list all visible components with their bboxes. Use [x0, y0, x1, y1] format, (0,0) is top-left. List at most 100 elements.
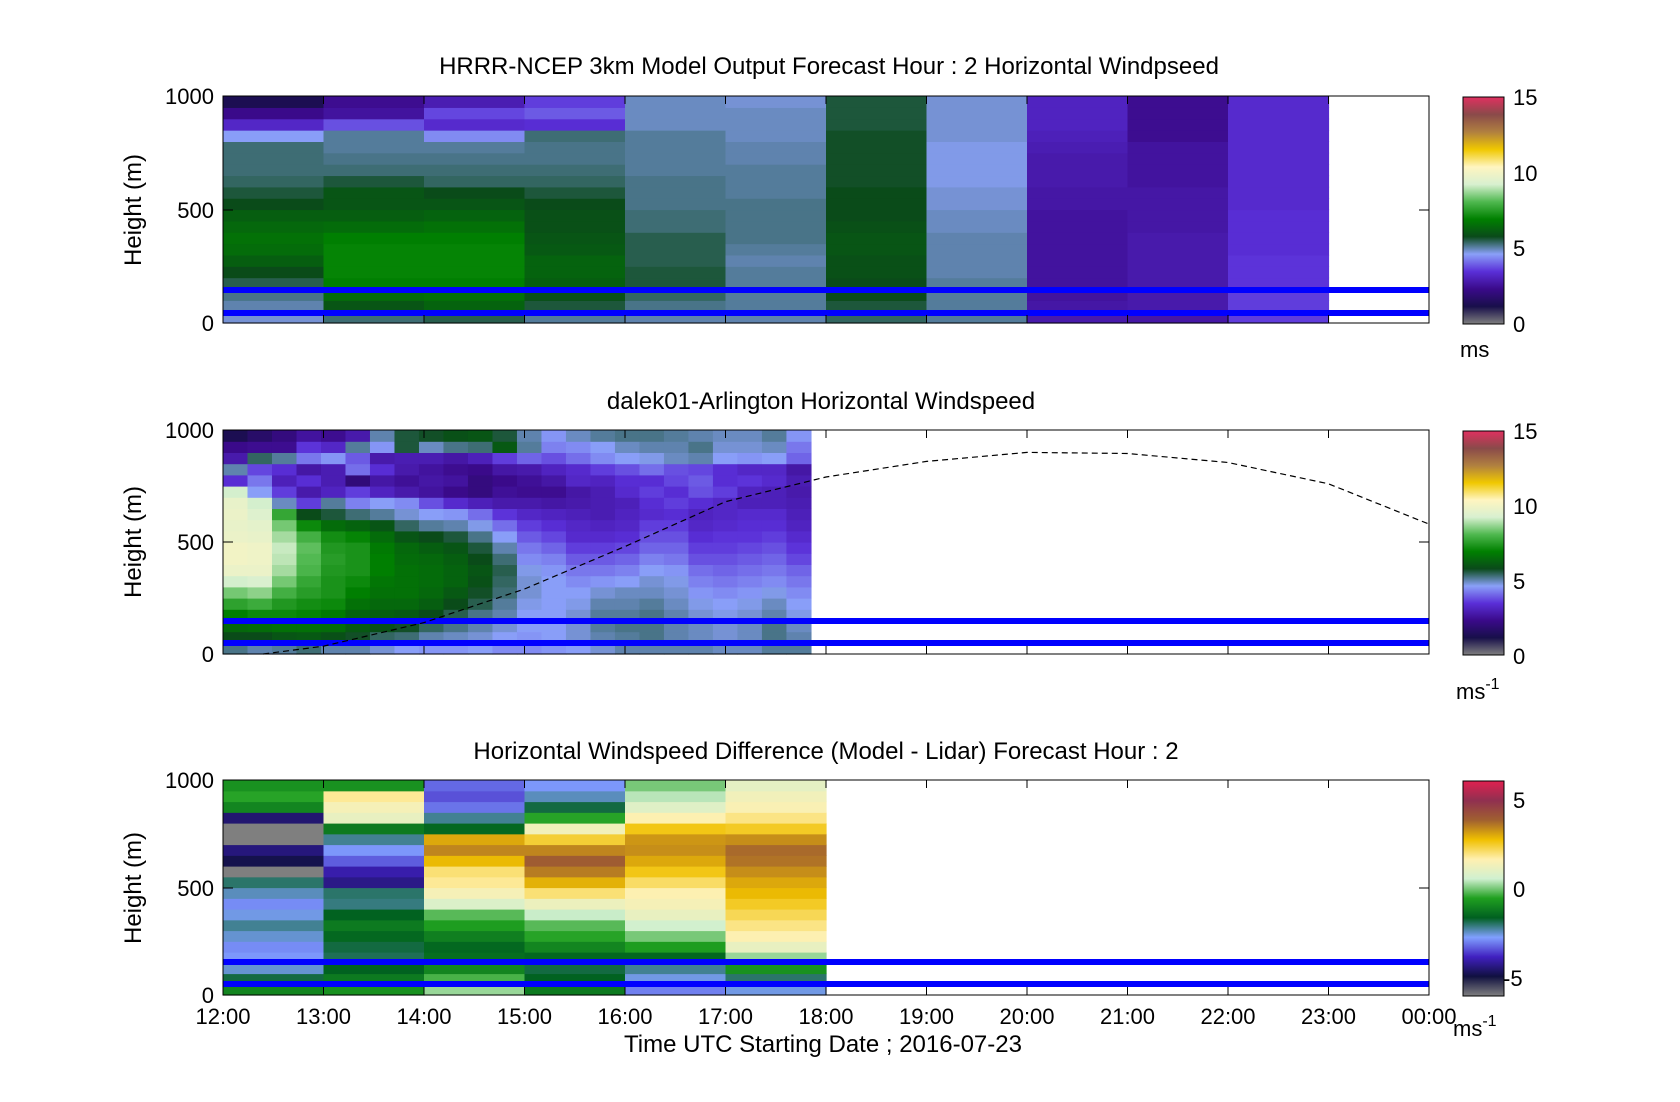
heatmap-cell — [418, 631, 445, 644]
heatmap-cell — [712, 452, 739, 465]
heatmap-cell — [663, 530, 690, 543]
heatmap-cell — [524, 198, 626, 211]
heatmap-cell — [663, 631, 690, 644]
heatmap-cell — [614, 441, 641, 453]
heatmap-cell — [296, 609, 322, 621]
heatmap-cell — [1228, 107, 1330, 120]
heatmap-cell — [663, 452, 690, 465]
difference-colorbar-unit: ms-1 — [1453, 1013, 1497, 1041]
lidar-y-tick-0: 0 — [202, 642, 214, 667]
heatmap-cell — [725, 277, 827, 290]
heatmap-cell — [926, 300, 1028, 313]
heatmap-cell — [323, 232, 425, 245]
heatmap-cell — [424, 175, 526, 188]
heatmap-cell — [296, 620, 322, 633]
heatmap-cell — [467, 474, 494, 487]
heatmap-cell — [524, 887, 626, 899]
heatmap-cell — [614, 609, 641, 621]
model-colorbar-tick-15: 15 — [1513, 85, 1537, 110]
heatmap-cell — [418, 586, 445, 599]
heatmap-cell — [467, 441, 494, 453]
heatmap-cell — [712, 609, 739, 621]
heatmap-cell — [516, 508, 543, 521]
heatmap-cell — [492, 530, 518, 543]
heatmap-cell — [223, 973, 325, 985]
heatmap-cell — [296, 463, 322, 476]
heatmap-cell — [926, 175, 1028, 188]
heatmap-cell — [223, 243, 325, 256]
heatmap-cell — [492, 430, 518, 442]
x-tick-label: 12:00 — [195, 1004, 250, 1029]
heatmap-cell — [345, 631, 371, 644]
heatmap-cell — [625, 898, 727, 910]
heatmap-cell — [926, 311, 1028, 324]
heatmap-cell — [786, 430, 812, 442]
heatmap-cell — [590, 430, 616, 442]
model-y-tick-0: 0 — [202, 311, 214, 336]
heatmap-cell — [1228, 277, 1330, 290]
heatmap-cell — [1027, 164, 1129, 177]
heatmap-cell — [663, 542, 690, 554]
heatmap-cell — [712, 463, 739, 476]
heatmap-cell — [541, 519, 567, 532]
heatmap-cell — [369, 553, 396, 565]
heatmap-cell — [320, 441, 347, 453]
heatmap-cell — [590, 452, 616, 465]
heatmap-cell — [786, 497, 812, 509]
heatmap-cell — [565, 609, 592, 621]
heatmap-cell — [467, 519, 494, 532]
heatmap-cell — [761, 441, 788, 453]
heatmap-cell — [663, 575, 690, 588]
heatmap-cell — [424, 96, 526, 108]
lidar-colorbar-unit-base: ms — [1456, 679, 1485, 704]
heatmap-cell — [247, 575, 273, 588]
heatmap-cell — [524, 780, 626, 792]
heatmap-cell — [323, 152, 425, 165]
heatmap-cell — [826, 220, 928, 233]
lidar-dashed-curve — [263, 451, 1430, 655]
heatmap-cell — [345, 508, 371, 521]
x-tick-label: 13:00 — [296, 1004, 351, 1029]
heatmap-cell — [345, 497, 371, 509]
heatmap-cell — [345, 519, 371, 532]
heatmap-cell — [516, 564, 543, 577]
heatmap-cell — [223, 609, 249, 621]
heatmap-cell — [688, 474, 714, 487]
heatmap-cell — [725, 866, 827, 878]
heatmap-cell — [614, 452, 641, 465]
x-tick-label: 20:00 — [999, 1004, 1054, 1029]
heatmap-cell — [467, 463, 494, 476]
heatmap-cell — [443, 441, 469, 453]
heatmap-cell — [418, 609, 445, 621]
difference-y-tick-1000: 1000 — [165, 768, 214, 793]
heatmap-cell — [524, 254, 626, 267]
heatmap-cell — [516, 631, 543, 644]
heatmap-cell — [369, 609, 396, 621]
heatmap-cell — [1127, 220, 1229, 233]
heatmap-cell — [565, 463, 592, 476]
heatmap-cell — [524, 186, 626, 199]
heatmap-cell — [516, 586, 543, 599]
heatmap-cell — [565, 553, 592, 565]
heatmap-cell — [320, 575, 347, 588]
heatmap-cell — [424, 152, 526, 165]
heatmap-cell — [524, 209, 626, 222]
heatmap-cell — [688, 486, 714, 498]
heatmap-cell — [467, 564, 494, 577]
heatmap-cell — [565, 642, 592, 655]
heatmap-cell — [296, 564, 322, 577]
heatmap-cell — [492, 474, 518, 487]
heatmap-cell — [725, 898, 827, 910]
x-tick-label: 18:00 — [798, 1004, 853, 1029]
heatmap-cell — [369, 564, 396, 577]
heatmap-cell — [725, 141, 827, 154]
heatmap-cell — [1027, 288, 1129, 301]
heatmap-cell — [625, 823, 727, 835]
heatmap-cell — [639, 530, 665, 543]
heatmap-cell — [424, 130, 526, 142]
heatmap-cell — [345, 542, 371, 554]
heatmap-cell — [761, 553, 788, 565]
heatmap-cell — [443, 542, 469, 554]
heatmap-cell — [247, 586, 273, 599]
heatmap-cell — [614, 575, 641, 588]
